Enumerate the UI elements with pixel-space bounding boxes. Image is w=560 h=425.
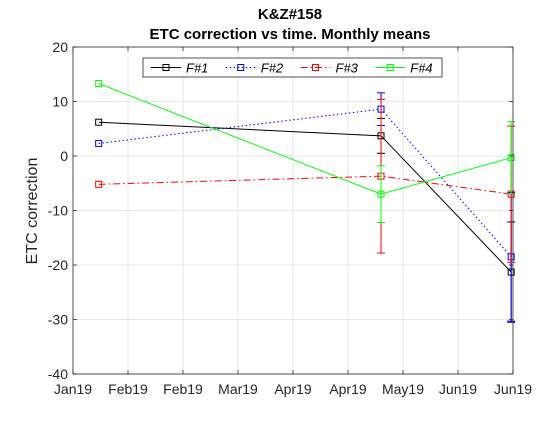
y-tick-label: -30 [48,312,68,328]
y-axis-label: ETC correction [24,158,41,265]
y-tick-label: 10 [52,94,68,110]
series-4 [95,80,516,223]
x-tick-label: Mar19 [218,381,258,397]
y-tick-label: 20 [52,39,68,55]
x-tick-label: Apr19 [274,381,312,397]
data-layer [95,80,516,323]
y-tick-label: -10 [48,203,68,219]
chart-title-line-1: K&Z#158 [258,6,322,23]
legend: F#1 F#2 F#3 F#4 [142,57,443,78]
y-tick-label: -20 [48,257,68,273]
x-tick-label: Jan19 [54,381,92,397]
legend-label: F#4 [410,61,432,76]
legend-label: F#2 [261,61,284,76]
data-point [507,154,515,162]
x-tick-label: May19 [382,381,424,397]
x-tick-label: Apr19 [329,381,367,397]
data-point [95,80,103,88]
x-tick-label: Feb19 [163,381,203,397]
legend-marker [162,64,170,71]
legend-marker [312,64,319,71]
grid [73,46,513,375]
data-point [95,180,103,188]
x-tick-label: Jun19 [494,381,532,397]
legend-marker [386,64,394,71]
legend-box [142,57,443,78]
data-point [95,118,103,126]
legend-marker [237,64,245,71]
data-point [377,190,385,198]
data-point [95,139,103,147]
legend-label: F#1 [186,61,208,76]
y-tick-label: 0 [60,148,68,164]
y-tick-label: -40 [48,366,68,382]
legend-label: F#3 [336,61,359,76]
x-tick-label: Feb19 [108,381,148,397]
ticks: -40 -30 -20 -10 0 10 20 Jan19 Feb19 Feb19 Mar19 Apr… [48,39,533,397]
chart-title-line-2: ETC correction vs time. Monthly means [150,26,431,43]
x-tick-label: Jun19 [439,381,477,397]
